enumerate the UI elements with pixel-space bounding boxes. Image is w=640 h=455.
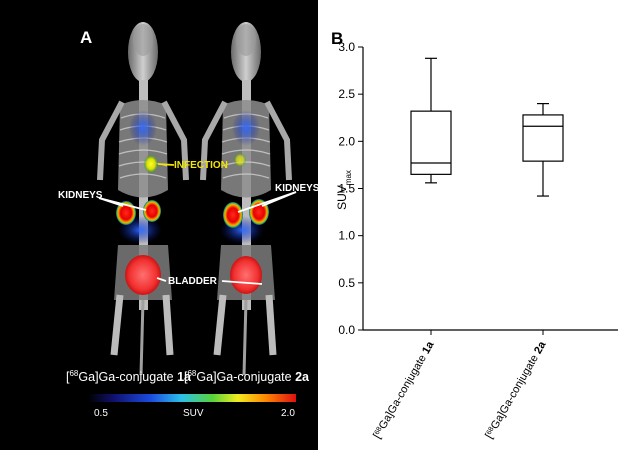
- y-axis-label-sub: max: [344, 170, 353, 185]
- boxplot-chart: 0.00.51.01.52.02.53.0 [68Ga]Ga-conjugate…: [335, 40, 618, 441]
- x-tick-label-part: [: [483, 432, 495, 441]
- kidney-right-a: [223, 202, 243, 228]
- panel-b-label: B: [331, 29, 344, 48]
- x-tick-label-part: Ga]Ga-conjugate: [377, 350, 431, 431]
- arrow-bladder-left: [156, 277, 167, 282]
- mouse-right: [200, 22, 292, 376]
- x-tick-label-part: 68: [485, 425, 495, 435]
- box-iqr: [522, 114, 564, 162]
- colorbar-max-label: 2.0: [281, 408, 295, 419]
- kidney-left-b: [143, 200, 161, 222]
- panel-b-boxplot: B 0.0 0.5 1.0 1.5 2.0 2.5 3.0 [68Ga]Ga-conjuga…: [318, 0, 640, 450]
- arrow-kidneys-right-b: [237, 191, 297, 213]
- x-tick-label-part: Ga]Ga-conjugate: [489, 350, 543, 431]
- x-tick-label-2: [68Ga]Ga-conjugate 2a: [483, 339, 549, 441]
- y-tick-label: 3.0: [338, 40, 355, 54]
- y-tick-label: 0.0: [338, 323, 355, 337]
- arrow-bladder-right: [221, 280, 263, 285]
- box-iqr: [410, 110, 452, 175]
- box-1: [410, 57, 452, 184]
- y-tick-label: 2.5: [338, 87, 355, 101]
- mouse-left: [97, 22, 189, 376]
- caption-conjugate-1a: [68Ga]Ga-conjugate 1a: [66, 369, 191, 384]
- box-2: [522, 102, 564, 197]
- x-tick-label-part: [: [371, 432, 383, 441]
- caption-1a-id: 1a: [177, 370, 191, 385]
- colorbar-title: SUV: [183, 408, 204, 419]
- bladder-label: BLADDER: [168, 276, 217, 287]
- y-axis-label: SUVmax: [335, 170, 353, 210]
- x-tick-label-1: [68Ga]Ga-conjugate 1a: [371, 339, 437, 441]
- y-tick-label: 1.5: [338, 182, 355, 196]
- caption-1a-middle: Ga]Ga-conjugate: [78, 370, 178, 385]
- arrow-kidneys-left-b: [98, 197, 147, 211]
- caption-2a-prefix: [: [184, 370, 188, 385]
- infection-site-left: [144, 155, 158, 173]
- suv-colorbar: [88, 394, 296, 402]
- caption-conjugate-2a: [68Ga]Ga-conjugate 2a: [184, 369, 309, 384]
- y-tick-label: 1.0: [338, 229, 355, 243]
- caption-2a-sup: 68: [187, 369, 197, 378]
- bladder-left: [125, 255, 161, 295]
- panel-a-pet-images: A INFECTION KIDNEYS KIDNEYS BLADDER [68G…: [0, 0, 318, 450]
- kidneys-label-left: KIDNEYS: [58, 190, 103, 201]
- caption-1a-prefix: [: [66, 370, 70, 385]
- colorbar-min-label: 0.5: [94, 408, 108, 419]
- infection-site-right: [234, 153, 246, 167]
- infection-label: INFECTION: [174, 160, 228, 171]
- arrow-infection: [157, 163, 175, 166]
- caption-1a-sup: 68: [69, 369, 79, 378]
- y-tick-label: 0.5: [338, 276, 355, 290]
- bladder-right: [230, 256, 262, 294]
- x-tick-label-part: 68: [373, 425, 383, 435]
- panel-a-label: A: [80, 28, 93, 47]
- kidneys-label-right: KIDNEYS: [275, 183, 318, 194]
- y-tick-label: 2.0: [338, 134, 355, 148]
- annotation-arrows: [98, 191, 297, 285]
- caption-2a-middle: Ga]Ga-conjugate: [196, 370, 296, 385]
- caption-2a-id: 2a: [295, 370, 309, 385]
- pet-ct-images: [88, 22, 297, 402]
- y-axis-label-main: SUV: [335, 185, 349, 210]
